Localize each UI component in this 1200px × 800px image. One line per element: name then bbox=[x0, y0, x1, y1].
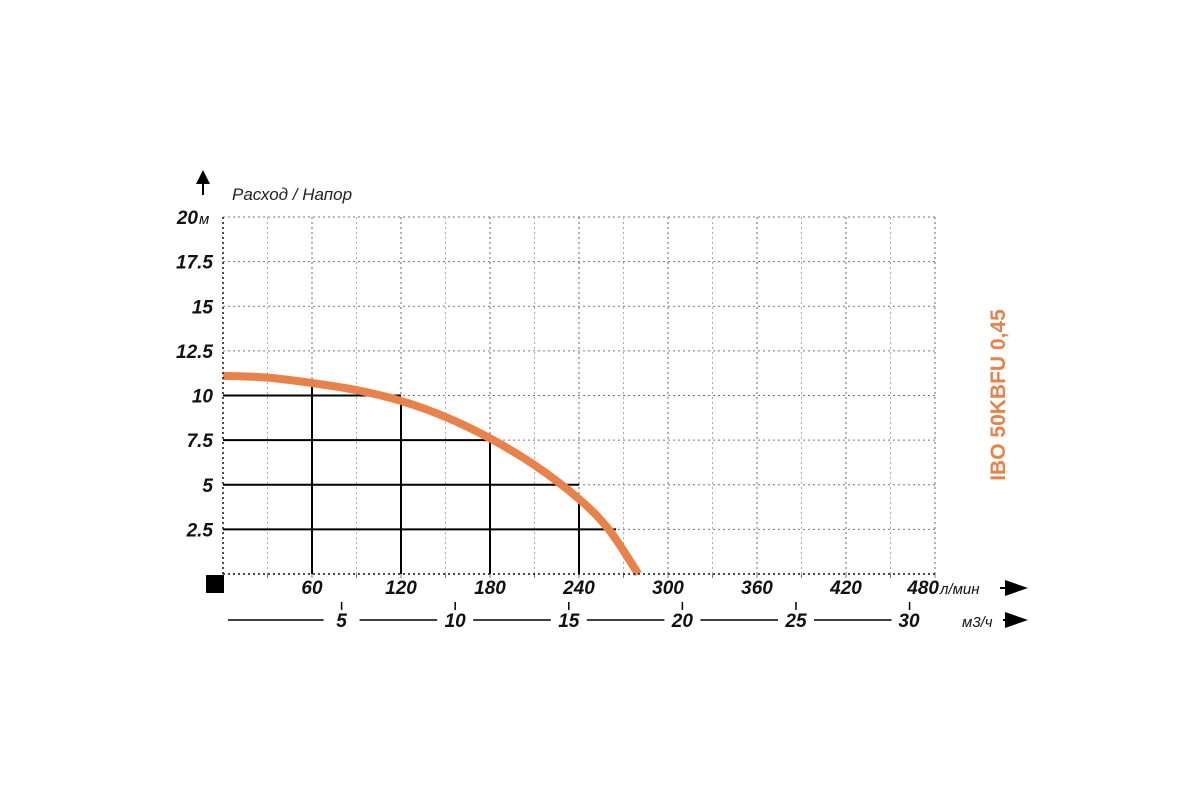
x-tick-label: 60 bbox=[301, 578, 323, 599]
x-unit-label: л/мин bbox=[939, 581, 980, 598]
x-tick-label: 420 bbox=[829, 578, 862, 599]
chart-title: IBO 50KBFU 0,45 bbox=[987, 309, 1010, 481]
y-unit-label: м bbox=[199, 211, 209, 228]
x2-unit-label: м3/ч bbox=[962, 614, 993, 631]
x-tick-label: 180 bbox=[474, 578, 506, 599]
y-tick-label: 15 bbox=[192, 297, 214, 318]
y-tick-label: 17.5 bbox=[176, 253, 213, 274]
x2-tick-label: 25 bbox=[784, 611, 807, 632]
y-tick-label: 5 bbox=[202, 476, 213, 497]
y-tick-label: 12.5 bbox=[176, 342, 213, 363]
y-arrow-head-icon bbox=[196, 170, 210, 184]
curve-layer bbox=[222, 371, 642, 577]
x-arrow-head-icon bbox=[1005, 580, 1028, 596]
x2-tick-label: 5 bbox=[336, 611, 347, 632]
y-tick-label: 20 bbox=[176, 208, 199, 229]
x-tick-label: 360 bbox=[741, 578, 773, 599]
x2-arrow-head-icon bbox=[1005, 612, 1028, 628]
y-tick-label: 7.5 bbox=[187, 431, 214, 452]
x-tick-label: 480 bbox=[906, 578, 939, 599]
y-axis-title: Расход / Напор bbox=[232, 185, 352, 204]
reference-lines bbox=[223, 383, 617, 574]
x2-tick-label: 30 bbox=[898, 611, 920, 632]
x2-tick-label: 20 bbox=[671, 611, 694, 632]
x2-tick-label: 10 bbox=[445, 611, 467, 632]
performance-curve bbox=[222, 371, 642, 577]
chart-axes bbox=[196, 170, 1028, 628]
x-tick-label: 240 bbox=[562, 578, 595, 599]
x2-tick-label: 15 bbox=[558, 611, 580, 632]
x-tick-label: 300 bbox=[652, 578, 684, 599]
y-tick-label: 2.5 bbox=[186, 520, 214, 541]
x-tick-label: 120 bbox=[385, 578, 417, 599]
origin-square-icon bbox=[206, 575, 224, 593]
y-tick-label: 10 bbox=[192, 387, 214, 408]
